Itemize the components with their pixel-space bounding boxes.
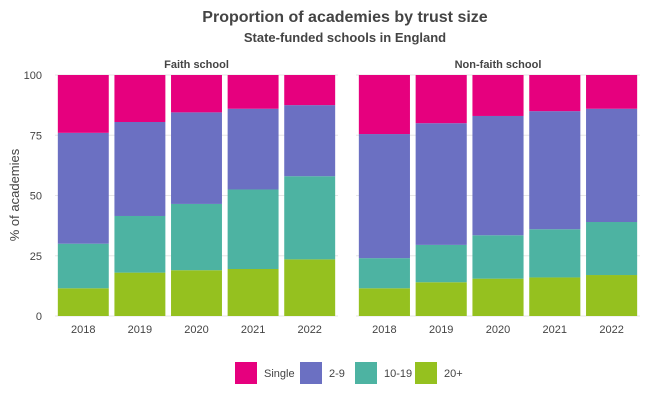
bar-segment-2-9 [358, 134, 410, 259]
x-tick-label: 2019 [128, 324, 152, 336]
y-tick-label: 25 [30, 251, 42, 263]
legend-swatch [235, 362, 257, 384]
x-tick-label: 2020 [486, 324, 510, 336]
bar-segment-10-19 [227, 189, 279, 270]
legend-item-single: Single [235, 362, 295, 384]
bar-segment-single [57, 75, 109, 133]
x-tick-label: 2021 [543, 324, 567, 336]
x-tick-label: 2018 [372, 324, 396, 336]
bar-segment-20 [227, 269, 279, 316]
chart-subtitle: State-funded schools in England [244, 30, 446, 45]
bar-segment-2-9 [415, 123, 467, 245]
bar-segment-10-19 [284, 176, 336, 260]
y-tick-label: 75 [30, 130, 42, 142]
bar-segment-20 [415, 282, 467, 316]
legend-item-20: 20+ [415, 362, 463, 384]
bar-segment-single [415, 75, 467, 124]
x-tick-label: 2021 [241, 324, 265, 336]
bar-segment-10-19 [472, 235, 524, 279]
bar-segment-2-9 [586, 108, 638, 223]
bar-segment-20 [358, 288, 410, 316]
bar-segment-20 [529, 277, 581, 316]
legend-label: 20+ [444, 368, 463, 380]
bar-segment-single [529, 75, 581, 112]
y-tick-label: 50 [30, 191, 42, 203]
bar-segment-20 [284, 259, 336, 316]
bar-segment-2-9 [284, 105, 336, 177]
legend-swatch [415, 362, 437, 384]
bar-segment-single [586, 75, 638, 109]
x-tick-label: 2020 [184, 324, 208, 336]
legend-item-2-9: 2-9 [300, 362, 345, 384]
x-tick-label: 2018 [71, 324, 95, 336]
bar-segment-10-19 [57, 243, 109, 289]
legend-label: 10-19 [384, 368, 412, 380]
y-axis-label: % of academies [7, 148, 22, 241]
legend-swatch [300, 362, 322, 384]
chart-title: Proportion of academies by trust size [202, 9, 488, 26]
bar-segment-10-19 [358, 258, 410, 289]
bar-segment-10-19 [529, 229, 581, 278]
y-tick-label: 0 [36, 311, 42, 323]
bar-segment-20 [171, 270, 222, 316]
bar-segment-single [284, 75, 336, 106]
legend-item-10-19: 10-19 [355, 362, 412, 384]
bar-segment-2-9 [472, 115, 524, 236]
bar-segment-10-19 [586, 222, 638, 276]
facet-faith-school: Faith school 2018 2019 2020 2021 2022 [55, 59, 338, 336]
bar-segment-single [171, 75, 222, 113]
y-tick-label: 100 [24, 70, 42, 82]
bar-segment-20 [472, 278, 524, 316]
bar-segment-10-19 [415, 244, 467, 283]
legend: Single 2-9 10-19 20+ [235, 362, 463, 384]
bar-segment-2-9 [114, 121, 166, 216]
bar-segment-2-9 [529, 111, 581, 230]
bar-segment-2-9 [171, 112, 222, 204]
x-tick-label: 2022 [297, 324, 321, 336]
bar-segment-2-9 [227, 108, 279, 190]
x-tick-label: 2019 [429, 324, 453, 336]
bar-segment-single [227, 75, 279, 109]
bar-segment-20 [57, 288, 109, 316]
legend-label: 2-9 [329, 368, 345, 380]
bar-segment-2-9 [57, 132, 109, 244]
bar-segment-single [114, 75, 166, 122]
bar-segment-20 [114, 272, 166, 316]
bar-segment-10-19 [171, 203, 222, 271]
facet-non-faith-school: Non-faith school 2018 2019 2020 2021 2022 [356, 59, 640, 336]
x-tick-label: 2022 [599, 324, 623, 336]
legend-swatch [355, 362, 377, 384]
facets-group: 0 25 50 75 100 Faith school 2018 2019 2020 2021 20… [24, 59, 640, 336]
bar-segment-10-19 [114, 215, 166, 273]
facet-label: Faith school [164, 59, 229, 71]
facet-label: Non-faith school [455, 59, 542, 71]
bar-segment-single [358, 75, 410, 135]
bar-segment-20 [586, 275, 638, 316]
legend-label: Single [264, 368, 295, 380]
bar-segment-single [472, 75, 524, 116]
